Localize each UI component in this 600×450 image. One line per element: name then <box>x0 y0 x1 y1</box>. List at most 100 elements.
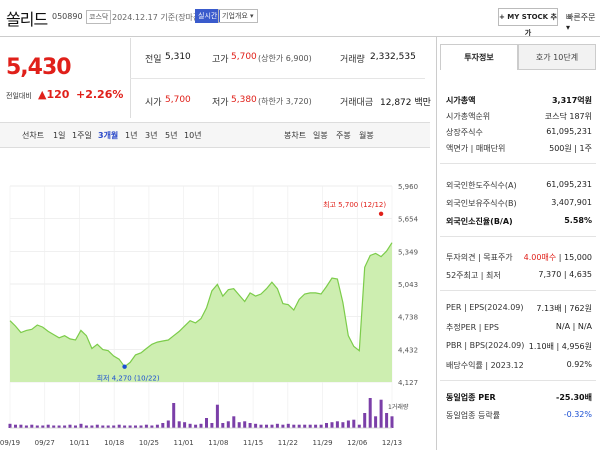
market-cap-rank-value: 코스닥 187위 <box>544 112 592 121</box>
volume-bar <box>319 424 323 428</box>
lower-limit: (하한가 3,720) <box>258 97 312 106</box>
x-tick-label: 12/06 <box>347 439 368 447</box>
y-tick-label: 4,127 <box>398 379 418 387</box>
sector-per-value: -25.30배 <box>556 393 592 402</box>
y-tick-label: 4,432 <box>398 346 418 354</box>
volume-bar <box>134 425 137 428</box>
header-divider <box>0 36 600 37</box>
tab-monthly[interactable]: 월봉 <box>359 131 374 140</box>
tab-candle-chart[interactable]: 봉차트 <box>284 131 307 140</box>
x-tick-label: 12/13 <box>382 439 402 447</box>
volume-bar <box>390 416 394 428</box>
volume-bar <box>352 419 356 428</box>
volume-bar <box>292 424 296 428</box>
tab-investment-info[interactable]: 투자정보 <box>440 44 518 70</box>
volume-bar <box>259 424 263 428</box>
trade-value-label: 거래대금 <box>340 98 374 108</box>
volume-bar <box>117 424 121 428</box>
tab-daily[interactable]: 일봉 <box>313 131 328 140</box>
tab-10year[interactable]: 10년 <box>184 131 202 140</box>
volume-bar <box>314 424 318 428</box>
market-cap-value: 3,317억원 <box>551 96 592 105</box>
week52-value: 7,370 | 4,635 <box>538 270 592 279</box>
volume-bar <box>95 424 99 428</box>
volume-bar <box>297 424 301 428</box>
volume-bar <box>254 423 258 428</box>
volume-bar <box>8 423 12 428</box>
tab-line-chart[interactable]: 선차트 <box>22 131 45 140</box>
volume-bar <box>194 424 198 428</box>
add-mystock-button[interactable]: + MY STOCK 추가 <box>498 8 558 37</box>
sector-change-label: 동일업종 등락률 <box>446 411 501 420</box>
shares-value: 61,095,231 <box>546 127 592 136</box>
volume-bar <box>199 423 203 428</box>
volume-bar <box>205 418 208 428</box>
x-tick-label: 11/22 <box>278 439 298 447</box>
prev-close-label: 전일 <box>145 55 162 65</box>
volume-bar <box>363 413 367 428</box>
period-tabs-bar <box>0 122 430 148</box>
volume-bar <box>123 425 127 428</box>
volume-bar <box>346 420 350 428</box>
current-price: 5,430 <box>6 55 72 80</box>
volume-bar <box>221 423 225 428</box>
volume-bar <box>243 421 247 428</box>
high-annotation: 최고 5,700 (12/12) <box>323 200 386 209</box>
open-label: 시가 <box>145 98 162 108</box>
volume-bar <box>188 423 192 428</box>
realtime-button[interactable]: 실시간 <box>195 9 221 23</box>
par-value: 500원 | 1주 <box>549 144 592 153</box>
volume-bar <box>106 425 110 428</box>
high-value: 5,700 <box>231 52 257 62</box>
volume-bar <box>215 404 219 428</box>
shares-label: 상장주식수 <box>446 128 483 137</box>
volume-bar <box>57 425 61 428</box>
change-percent: +2.26% <box>76 88 124 101</box>
tab-3year[interactable]: 3년 <box>145 131 158 140</box>
tab-order-book[interactable]: 호가 10단계 <box>518 44 596 70</box>
week52-low: 4,635 <box>569 270 592 279</box>
tab-3month[interactable]: 3개월 <box>98 131 119 140</box>
price-chart[interactable]: 5,960 5,654 5,349 5,043 4,738 4,432 4,127 09/1… <box>0 150 432 450</box>
volume-bar <box>330 422 334 428</box>
volume-bar <box>237 422 241 428</box>
company-overview-button[interactable]: 기업개요 ▾ <box>218 9 258 23</box>
volume-bar <box>90 425 94 428</box>
volume-bar <box>270 424 274 428</box>
x-tick-label: 11/15 <box>243 439 263 447</box>
volume-bar <box>226 421 230 428</box>
tab-5year[interactable]: 5년 <box>165 131 178 140</box>
volume-bar <box>19 424 23 428</box>
y-tick-label: 5,654 <box>398 216 419 224</box>
low-value: 5,380 <box>231 95 257 105</box>
market-cap-rank-label: 시가총액순위 <box>446 112 491 121</box>
info-divider <box>440 163 596 164</box>
tab-1week[interactable]: 1주일 <box>72 131 92 140</box>
pbr-value: 1.10배 | 4,956원 <box>528 342 592 351</box>
x-tick-label: 11/01 <box>174 439 194 447</box>
info-divider <box>440 380 596 381</box>
info-divider <box>440 236 596 237</box>
opinion-label: 투자의견 | 목표주가 <box>446 253 513 262</box>
volume-bar <box>210 423 214 428</box>
price-line <box>9 242 393 368</box>
volume-bar <box>183 422 187 428</box>
est-eps: N/A <box>577 322 592 331</box>
quote-row-divider <box>130 78 425 79</box>
y-tick-label: 4,738 <box>398 314 418 322</box>
open-value: 5,700 <box>165 95 191 105</box>
x-tick-label: 10/25 <box>139 439 159 447</box>
est-per-label: 추정PER | EPS <box>446 323 499 332</box>
volume-bar <box>325 423 328 428</box>
tab-1day[interactable]: 1일 <box>53 131 66 140</box>
target-price: 15,000 <box>564 253 592 262</box>
volume-bar <box>24 425 28 428</box>
per-value: 7.13배 | 762원 <box>536 304 592 313</box>
quick-order-button[interactable]: 빠른주문 ▾ <box>566 13 596 32</box>
tab-weekly[interactable]: 주봉 <box>336 131 351 140</box>
high-label: 고가 <box>212 55 229 65</box>
sector-change-value: -0.32% <box>563 410 592 419</box>
volume-bar <box>46 424 50 428</box>
volume-bar <box>177 421 181 428</box>
tab-1year[interactable]: 1년 <box>125 131 138 140</box>
